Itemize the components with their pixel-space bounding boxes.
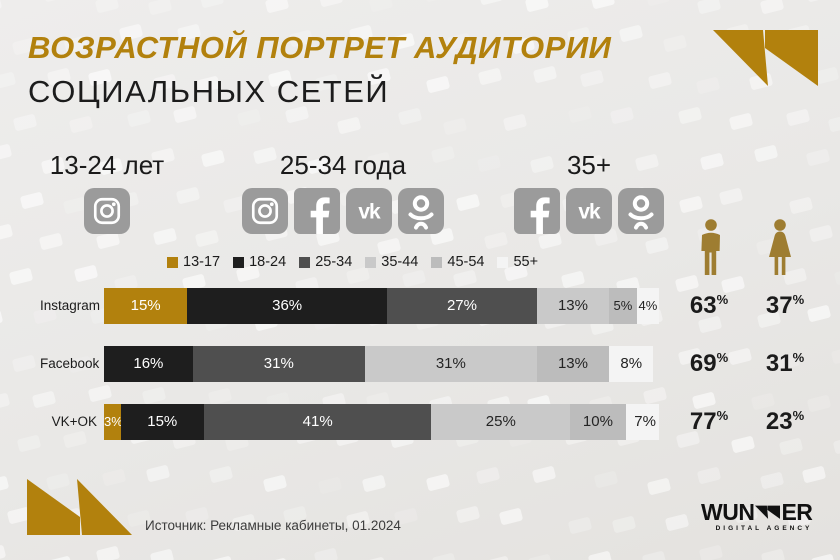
logo-subtitle: DIGITAL AGENCY <box>715 525 813 532</box>
instagram-icon <box>84 188 130 234</box>
legend-item: 45-54 <box>431 254 484 270</box>
page-title: ВОЗРАСТНОЙ ПОРТРЕТ АУДИТОРИИ <box>28 30 612 65</box>
svg-text:vk: vk <box>578 201 601 224</box>
facebook-icon <box>514 188 560 234</box>
male-percentage: 77% <box>689 408 729 435</box>
bar-segment: 13% <box>536 346 610 382</box>
bar-row-label: Facebook <box>40 356 100 371</box>
bar-segment: 36% <box>187 288 388 324</box>
bar-segment: 25% <box>431 404 571 440</box>
legend-swatch <box>365 256 377 268</box>
male-percentage: 69% <box>689 350 729 377</box>
legend-swatch <box>299 256 311 268</box>
bar-segment: 41% <box>203 404 432 440</box>
brand-flag-icon <box>713 30 818 86</box>
bar-segment: 10% <box>570 404 626 440</box>
bar-segment: 3% <box>104 404 123 440</box>
age-group-label: 13-24 лет <box>49 150 165 180</box>
bar-segment: 31% <box>364 346 537 382</box>
brand-flag-icon <box>27 479 132 535</box>
bar-row: Instagram 15% 36% 27% 13% 5% 4% <box>40 288 659 324</box>
bar-row-label: VK+OK <box>51 414 97 429</box>
ok-icon <box>398 188 444 234</box>
svg-text:vk: vk <box>358 201 381 224</box>
stacked-bar: 16% 31% 31% 13% 8% <box>104 346 659 382</box>
legend-label: 13-17 <box>183 254 221 270</box>
bar-row: VK+OK 3% 15% 41% 25% 10% 7% <box>40 404 659 440</box>
logo-text-suffix: ER <box>781 499 813 525</box>
source-caption: Источник: Рекламные кабинеты, 01.2024 <box>145 518 401 533</box>
legend-item: 55+ <box>497 254 538 270</box>
logo-text-prefix: WUN <box>701 499 755 525</box>
bar-segment: 13% <box>536 288 610 324</box>
facebook-icon <box>294 188 340 234</box>
legend-label: 35-44 <box>381 254 419 270</box>
female-percentage: 37% <box>765 292 805 319</box>
male-icon <box>698 219 724 282</box>
stacked-bar: 15% 36% 27% 13% 5% 4% <box>104 288 659 324</box>
bar-row-label: Instagram <box>40 298 101 313</box>
instagram-icon <box>242 188 288 234</box>
chart-legend: 13-17 18-24 25-34 35-44 45-54 55+ <box>167 254 538 270</box>
female-percentage: 31% <box>765 350 805 377</box>
stacked-bar: 3% 15% 41% 25% 10% 7% <box>104 404 659 440</box>
legend-item: 13-17 <box>167 254 220 270</box>
legend-label: 55+ <box>513 254 539 270</box>
age-group: 13-24 лет <box>28 150 186 234</box>
bar-segment: 27% <box>387 288 537 324</box>
gender-row: 63% 37% <box>671 288 823 324</box>
female-percentage: 23% <box>765 408 805 435</box>
bar-segment: 8% <box>609 346 654 382</box>
vk-icon: vk <box>566 188 612 234</box>
age-group: 35+ vk <box>508 150 670 234</box>
legend-item: 35-44 <box>365 254 418 270</box>
legend-label: 45-54 <box>447 254 485 270</box>
age-group-label: 35+ <box>566 150 612 180</box>
social-icons-row <box>28 188 186 234</box>
gender-percentages: 63% 37% 69% 31% 77% 23% <box>671 288 823 462</box>
female-icon <box>766 219 794 282</box>
stacked-bar-chart: Instagram 15% 36% 27% 13% 5% 4% Facebook 16% 31% 3… <box>40 288 659 462</box>
legend-swatch <box>167 256 178 268</box>
legend-item: 18-24 <box>233 254 286 270</box>
bar-segment: 15% <box>120 404 204 440</box>
bar-row: Facebook 16% 31% 31% 13% 8% <box>40 346 659 382</box>
page-subtitle: СОЦИАЛЬНЫХ СЕТЕЙ <box>28 74 390 109</box>
bar-segment: 16% <box>104 346 193 382</box>
social-icons-row: vk <box>508 188 670 234</box>
legend-swatch <box>497 256 509 268</box>
legend-swatch <box>233 256 245 268</box>
gender-row: 69% 31% <box>671 346 823 382</box>
wunder-mark-icon <box>755 505 781 519</box>
legend-item: 25-34 <box>299 254 352 270</box>
legend-label: 18-24 <box>249 254 287 270</box>
age-group: 25-34 года vk <box>240 150 446 234</box>
bar-segment: 7% <box>625 404 659 440</box>
bar-segment: 4% <box>636 288 659 324</box>
bar-segment: 5% <box>609 288 637 324</box>
social-icons-row: vk <box>240 188 446 234</box>
legend-label: 25-34 <box>315 254 353 270</box>
wunder-logo: WUN ER DIGITAL AGENCY <box>701 499 813 533</box>
ok-icon <box>618 188 664 234</box>
vk-icon: vk <box>346 188 392 234</box>
bar-segment: 31% <box>192 346 365 382</box>
legend-swatch <box>431 256 443 268</box>
gender-row: 77% 23% <box>671 404 823 440</box>
male-percentage: 63% <box>689 292 729 319</box>
bar-segment: 15% <box>104 288 188 324</box>
age-group-label: 25-34 года <box>279 150 407 180</box>
